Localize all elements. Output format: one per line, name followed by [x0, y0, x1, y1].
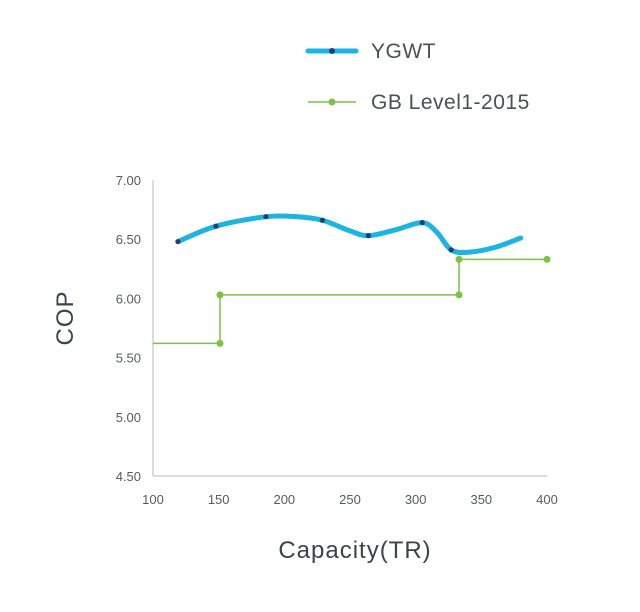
- y-tick-label: 5.00: [116, 410, 141, 425]
- series-line-ygwt: [175, 213, 524, 256]
- data-point-ygwt: [213, 223, 219, 229]
- data-point-gb-level1-2015: [455, 291, 463, 299]
- data-point-gb-level1-2015: [216, 291, 224, 299]
- legend-label-gb-level1-2015: GB Level1-2015: [371, 91, 530, 114]
- y-axis-title: COP: [52, 290, 79, 345]
- y-tick-label: 4.50: [116, 469, 141, 484]
- series-layer: [153, 213, 551, 347]
- legend-marker-gb-level1-2015: [328, 98, 336, 106]
- legend: YGWT GB Level1-2015: [305, 40, 530, 114]
- x-tick-label: 250: [339, 492, 361, 507]
- x-tick-label: 400: [536, 492, 558, 507]
- y-tick-labels: 7.00 6.50 6.00 5.50 5.00 4.50: [116, 173, 141, 484]
- x-tick-label: 150: [208, 492, 230, 507]
- x-tick-labels: 100 150 200 250 300 350 400: [142, 492, 558, 507]
- data-point-gb-level1-2015: [543, 255, 551, 263]
- legend-item-gb-level1-2015: GB Level1-2015: [308, 91, 530, 114]
- data-point-ygwt: [175, 238, 181, 245]
- y-tick-label: 6.50: [116, 232, 141, 247]
- x-tick-label: 350: [470, 492, 492, 507]
- x-tick-label: 300: [405, 492, 427, 507]
- x-axis-title: Capacity(TR): [278, 537, 431, 564]
- x-tick-label: 100: [142, 492, 164, 507]
- legend-item-ygwt: YGWT: [305, 40, 436, 63]
- data-point-ygwt: [365, 233, 371, 239]
- series-line-gb-level1-2015: [153, 258, 547, 345]
- data-point-gb-level1-2015: [455, 255, 463, 263]
- data-point-ygwt: [448, 247, 454, 253]
- y-tick-label: 6.00: [116, 291, 141, 306]
- x-tick-label: 200: [273, 492, 295, 507]
- data-point-ygwt: [263, 214, 269, 220]
- data-point-ygwt: [319, 217, 326, 223]
- data-point-ygwt: [419, 220, 425, 226]
- data-point-gb-level1-2015: [216, 339, 224, 347]
- y-tick-label: 5.50: [116, 351, 141, 366]
- legend-label-ygwt: YGWT: [371, 40, 436, 63]
- legend-marker-ygwt: [329, 48, 335, 54]
- y-tick-label: 7.00: [116, 173, 141, 188]
